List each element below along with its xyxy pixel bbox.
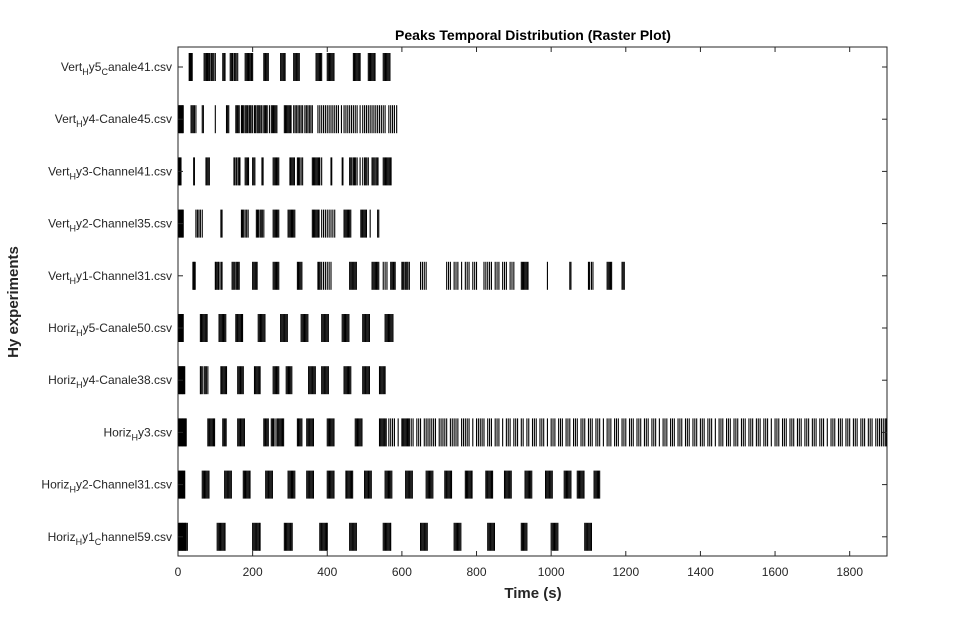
x-tick-label-2: 400 xyxy=(317,565,337,579)
y-tick-label-4: VertHy1-Channel31.csv xyxy=(48,269,172,286)
x-tick-label-9: 1800 xyxy=(836,565,863,579)
y-tick-label-0: VertHy5Canale41.csv xyxy=(61,60,172,77)
y-axis-label: Hy experiments xyxy=(5,246,22,358)
y-tick-label-7: HorizHy3.csv xyxy=(103,425,172,442)
x-tick-label-4: 800 xyxy=(467,565,487,579)
x-tick-label-5: 1000 xyxy=(538,565,565,579)
x-tick-label-7: 1400 xyxy=(687,565,714,579)
x-tick-label-8: 1600 xyxy=(762,565,789,579)
x-axis-label: Time (s) xyxy=(504,585,561,602)
x-tick-label-1: 200 xyxy=(243,565,263,579)
y-tick-label-8: HorizHy2-Channel31.csv xyxy=(41,478,172,495)
y-tick-label-2: VertHy3-Channel41.csv xyxy=(48,164,172,181)
y-tick-label-6: HorizHy4-Canale38.csv xyxy=(48,373,172,390)
x-tick-label-6: 1200 xyxy=(612,565,639,579)
y-tick-label-3: VertHy2-Channel35.csv xyxy=(48,217,172,234)
chart-title: Peaks Temporal Distribution (Raster Plot… xyxy=(395,27,671,43)
y-tick-label-1: VertHy4-Canale45.csv xyxy=(55,112,172,129)
y-axis: VertHy5Canale41.csv VertHy4-Canale45.csv V… xyxy=(41,60,887,547)
y-tick-label-5: HorizHy5-Canale50.csv xyxy=(48,321,172,338)
x-tick-label-0: 0 xyxy=(175,565,182,579)
x-tick-label-3: 600 xyxy=(392,565,412,579)
x-axis: 0 200 400 600 800 1000 1200 1400 1600 1800 xyxy=(175,47,863,579)
y-tick-label-9: HorizHy1Channel59.csv xyxy=(48,530,172,547)
